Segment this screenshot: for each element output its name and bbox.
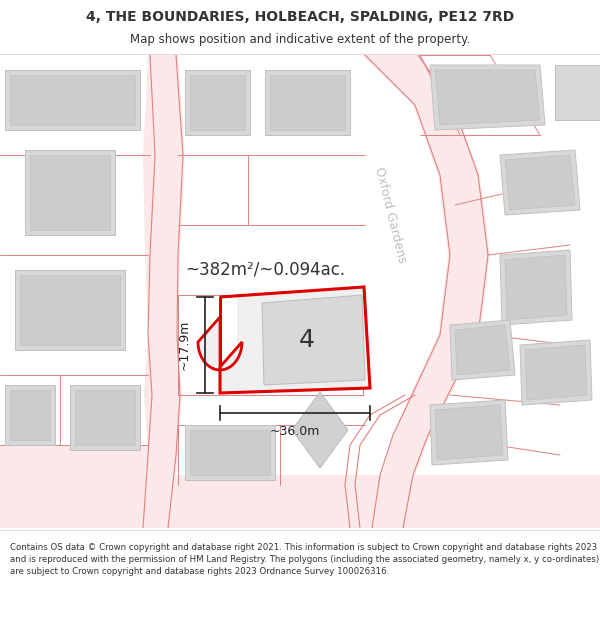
- Polygon shape: [362, 55, 490, 528]
- Text: Map shows position and indicative extent of the property.: Map shows position and indicative extent…: [130, 32, 470, 46]
- Polygon shape: [505, 255, 567, 320]
- Polygon shape: [198, 317, 242, 370]
- Polygon shape: [20, 275, 120, 345]
- Polygon shape: [270, 75, 345, 130]
- Polygon shape: [0, 55, 600, 528]
- Text: 4: 4: [299, 328, 315, 352]
- Polygon shape: [185, 70, 250, 135]
- Polygon shape: [430, 65, 545, 130]
- Polygon shape: [505, 155, 575, 210]
- Polygon shape: [25, 150, 115, 235]
- Polygon shape: [430, 400, 508, 465]
- Polygon shape: [265, 70, 350, 135]
- Text: 4, THE BOUNDARIES, HOLBEACH, SPALDING, PE12 7RD: 4, THE BOUNDARIES, HOLBEACH, SPALDING, P…: [86, 10, 514, 24]
- Polygon shape: [455, 325, 510, 375]
- Polygon shape: [262, 295, 365, 385]
- Polygon shape: [10, 390, 50, 440]
- Polygon shape: [435, 70, 540, 125]
- Text: ~382m²/~0.094ac.: ~382m²/~0.094ac.: [185, 261, 345, 279]
- Polygon shape: [292, 392, 348, 468]
- Polygon shape: [142, 55, 185, 528]
- Polygon shape: [0, 475, 600, 528]
- Polygon shape: [15, 270, 125, 350]
- Polygon shape: [5, 385, 55, 445]
- Polygon shape: [185, 425, 275, 480]
- Polygon shape: [0, 445, 150, 528]
- Polygon shape: [190, 430, 270, 475]
- Polygon shape: [500, 250, 572, 325]
- Polygon shape: [190, 75, 245, 130]
- Polygon shape: [435, 405, 503, 460]
- Text: ~36.0m: ~36.0m: [270, 425, 320, 438]
- Polygon shape: [220, 287, 370, 393]
- Polygon shape: [450, 320, 515, 380]
- Text: Contains OS data © Crown copyright and database right 2021. This information is : Contains OS data © Crown copyright and d…: [10, 543, 599, 576]
- Polygon shape: [525, 345, 587, 400]
- Polygon shape: [75, 390, 135, 445]
- Text: Oxford Gardens: Oxford Gardens: [372, 166, 408, 264]
- Polygon shape: [30, 155, 110, 230]
- Polygon shape: [555, 65, 600, 120]
- Polygon shape: [5, 70, 140, 130]
- Polygon shape: [10, 75, 135, 125]
- Polygon shape: [500, 150, 580, 215]
- Text: ~17.9m: ~17.9m: [178, 320, 191, 370]
- Polygon shape: [70, 385, 140, 450]
- Polygon shape: [520, 340, 592, 405]
